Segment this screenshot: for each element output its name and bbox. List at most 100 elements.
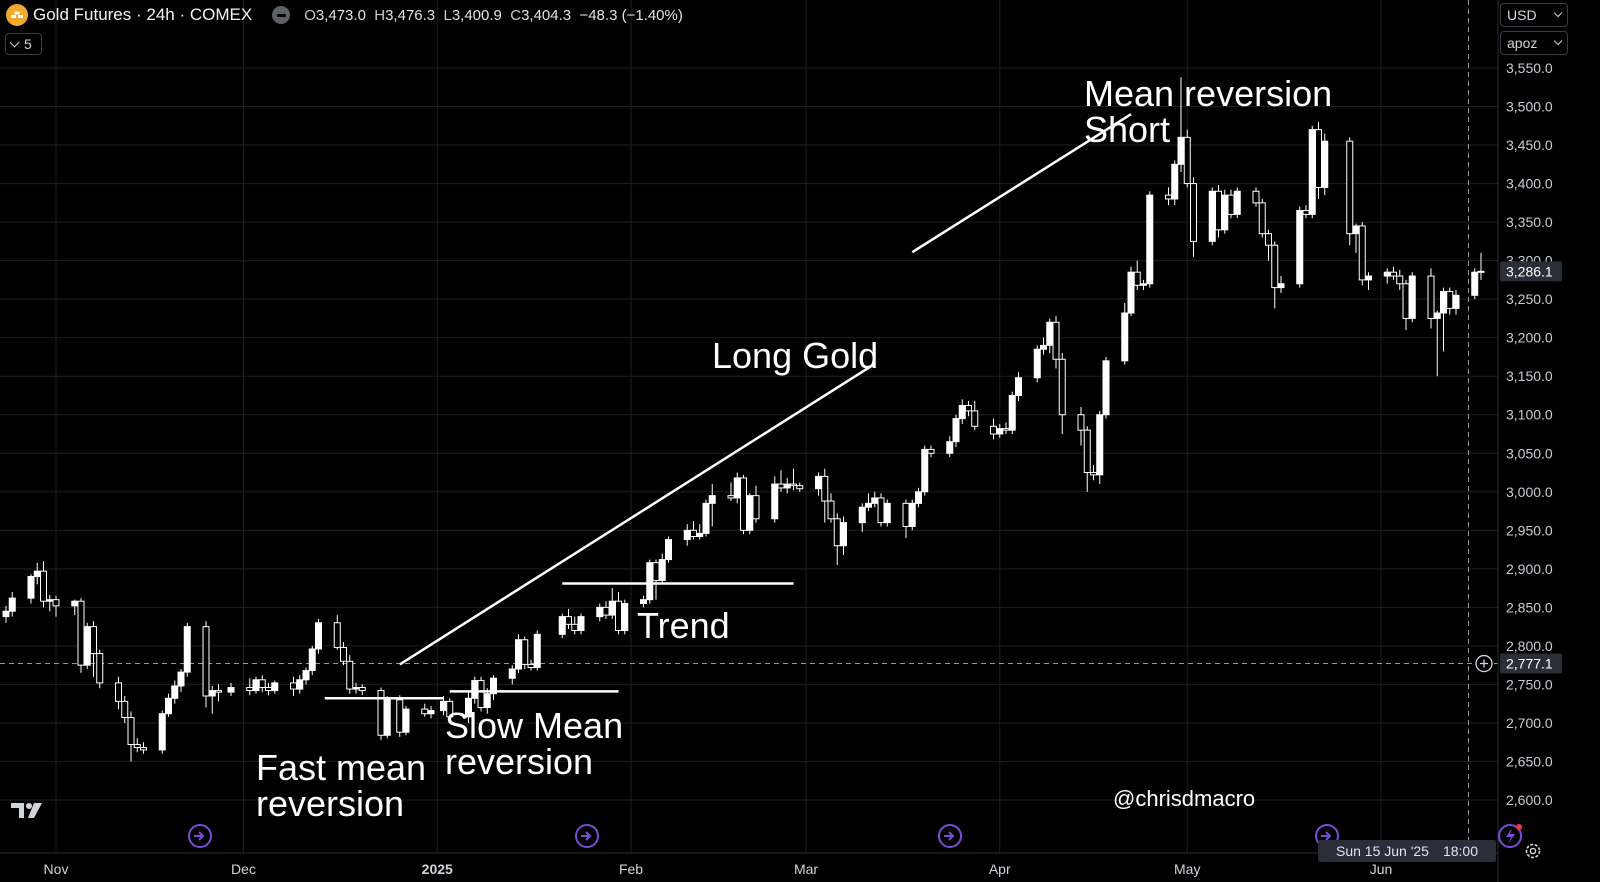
time-tick-label: Nov [44, 861, 69, 877]
candle-body-up [208, 690, 216, 697]
candle [952, 414, 960, 448]
candle [1183, 129, 1191, 188]
currency-select[interactable]: USD [1500, 3, 1568, 27]
eye-toggle-icon[interactable] [272, 6, 291, 24]
candle-body-up [1408, 275, 1416, 319]
price-tick-label: 3,550.0 [1506, 60, 1553, 76]
candle [315, 618, 322, 654]
candle-body-up [608, 600, 616, 616]
candle-body-up [1033, 348, 1041, 379]
candle [1346, 137, 1354, 246]
candle [1090, 464, 1097, 481]
candle [1221, 189, 1229, 234]
ohlc-close-value: 3,404.3 [521, 6, 572, 24]
annotation-fast-mean-reversion: Fast mean [256, 747, 426, 788]
price-tick-label: 3,250.0 [1506, 291, 1553, 307]
candle [1446, 287, 1454, 315]
candle-series [2, 77, 1485, 762]
candle [1052, 316, 1060, 369]
annotation-slow-mean-reversion: Slow Mean [445, 705, 623, 746]
ohlc-high-value: 3,476.3 [385, 6, 436, 24]
gold-logo-icon[interactable] [6, 4, 28, 26]
candle [340, 642, 347, 666]
candle-body-up [921, 448, 929, 493]
time-tick-label: Mar [794, 861, 818, 877]
time-tick-label: Feb [619, 861, 643, 877]
candle-body-up [1233, 190, 1241, 215]
candle-body-down [902, 502, 910, 527]
ohlc-low-key: L [443, 6, 452, 24]
candle [377, 687, 385, 740]
candle-body-down [1396, 275, 1404, 285]
candle [77, 598, 85, 673]
candle-body-down [202, 626, 210, 697]
current-price-badge: 3,286.1 [1500, 261, 1562, 282]
candle-body-down [565, 616, 572, 625]
candle [965, 400, 972, 417]
candle [833, 513, 841, 565]
candle-body-up [71, 600, 79, 607]
event-arrow-icon[interactable] [575, 824, 599, 848]
candle [246, 678, 254, 696]
candle [133, 738, 141, 753]
candle [333, 615, 341, 650]
long-gold-trendline-upper [911, 113, 1132, 254]
candle [902, 499, 910, 539]
candle-body-down [140, 747, 147, 751]
unit-select[interactable]: apoz [1500, 31, 1568, 55]
candle-body-up [471, 680, 479, 699]
candle-body-up [858, 506, 866, 524]
candle [696, 524, 704, 540]
tradingview-logo[interactable] [10, 800, 48, 820]
candle [396, 695, 404, 737]
candle [783, 477, 791, 494]
candle [871, 491, 879, 508]
ohlc-low-value: 3,400.9 [451, 6, 502, 24]
candle [90, 621, 97, 677]
candle-body-up [871, 497, 879, 504]
gear-icon[interactable] [1524, 842, 1542, 860]
candle [1315, 121, 1322, 199]
price-axis-bg [1498, 0, 1600, 882]
price-tick-label: 3,450.0 [1506, 137, 1553, 153]
candle-body-down [96, 653, 104, 684]
indicators-collapse-button[interactable]: 5 [5, 33, 42, 55]
candle-body-down [477, 680, 485, 709]
candle [1308, 125, 1316, 219]
candle-body-down [571, 623, 579, 631]
event-arrow-icon[interactable] [188, 824, 212, 848]
event-arrow-icon[interactable] [938, 824, 962, 848]
candle [683, 524, 691, 546]
crosshair-plus-icon[interactable] [1475, 654, 1493, 673]
symbol-title[interactable]: Gold Futures · 24h · COMEX [33, 5, 253, 24]
candle-body-down [1052, 321, 1060, 360]
candle-body-down [740, 477, 747, 531]
price-tick-label: 2,600.0 [1506, 792, 1553, 808]
candle [958, 399, 966, 424]
candle-body-down [527, 663, 535, 668]
ohlc-values: O3,473.0 H3,476.3 L3,400.9 C3,404.3 −48.… [304, 7, 683, 24]
candle [1390, 266, 1397, 280]
candle-body-down [133, 744, 141, 749]
price-axis[interactable]: 3,550.03,500.03,450.03,400.03,350.03,300… [1475, 60, 1562, 808]
candle-body-up [915, 491, 922, 504]
candle [646, 559, 654, 604]
candle-body-up [227, 687, 235, 693]
candle [1008, 391, 1016, 434]
time-axis[interactable]: Nov Dec 2025 Feb Mar Apr May Jun [44, 861, 1393, 877]
candle-body-up [1008, 394, 1016, 431]
annotation-long-gold: Long Gold [712, 335, 878, 376]
candle [202, 621, 210, 708]
currency-value: USD [1507, 7, 1537, 23]
candle-body-up [1440, 290, 1447, 314]
candle [1077, 407, 1085, 446]
candle-body-down [521, 639, 529, 665]
candle [308, 645, 316, 676]
candle [658, 553, 666, 583]
lightning-icon[interactable] [1498, 824, 1522, 848]
candle [1440, 287, 1447, 352]
candle-body-down [1227, 194, 1235, 215]
candle-body-down [1058, 358, 1066, 416]
candle [1140, 279, 1147, 290]
